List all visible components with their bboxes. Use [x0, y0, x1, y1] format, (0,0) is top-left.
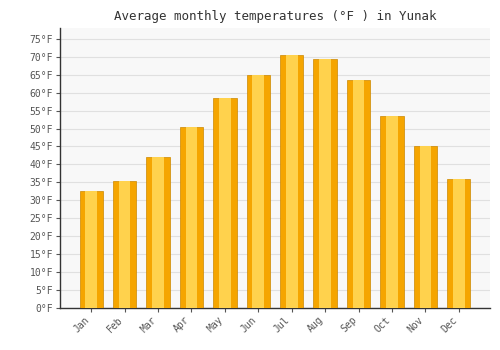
Bar [453, 179, 464, 308]
Bar [146, 157, 170, 308]
Bar [447, 179, 470, 308]
Bar [347, 80, 370, 308]
Bar [186, 127, 198, 308]
Bar [380, 116, 404, 308]
Bar [414, 146, 437, 308]
Bar [113, 181, 136, 308]
Bar [119, 181, 130, 308]
Bar [219, 98, 230, 308]
Bar [286, 55, 298, 308]
Bar [180, 127, 203, 308]
Bar [152, 157, 164, 308]
Bar [314, 58, 337, 308]
Bar [246, 75, 270, 308]
Title: Average monthly temperatures (°F ) in Yunak: Average monthly temperatures (°F ) in Yu… [114, 10, 436, 23]
Bar [86, 191, 97, 308]
Bar [252, 75, 264, 308]
Bar [80, 191, 103, 308]
Bar [352, 80, 364, 308]
Bar [280, 55, 303, 308]
Bar [386, 116, 398, 308]
Bar [213, 98, 236, 308]
Bar [420, 146, 431, 308]
Bar [320, 58, 331, 308]
